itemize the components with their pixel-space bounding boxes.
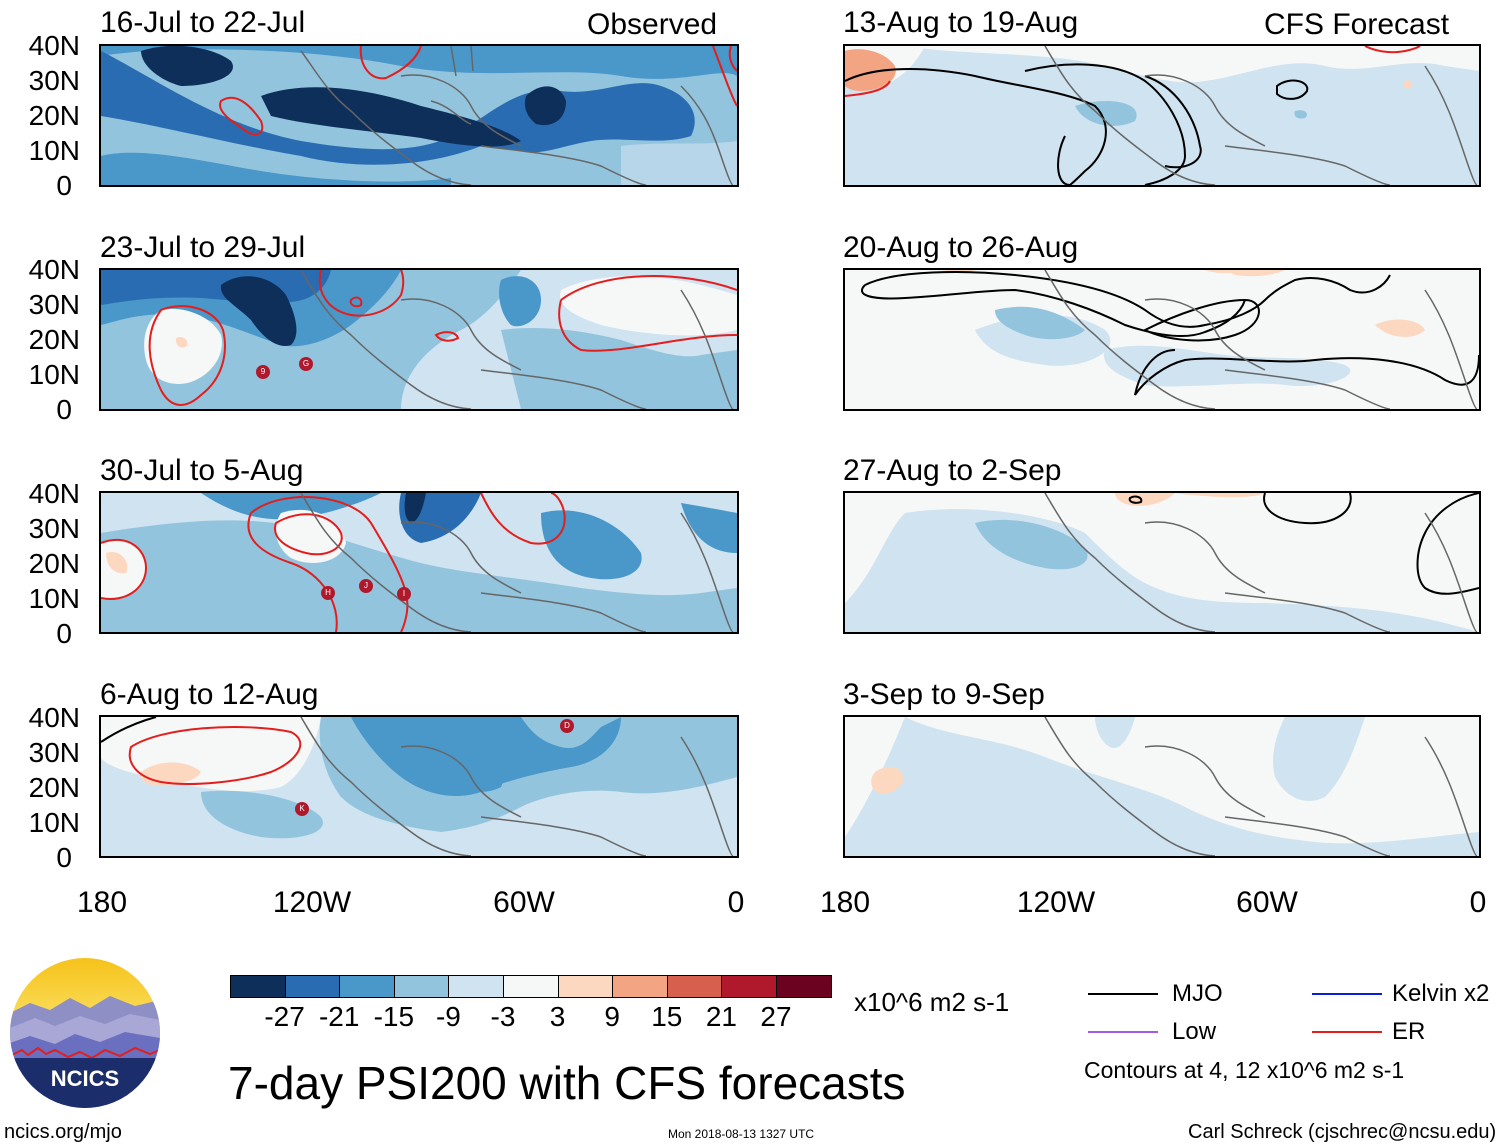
map-panel-obs-2: 9 G xyxy=(99,268,739,411)
forecast-header: CFS Forecast xyxy=(1264,8,1450,41)
map-fill xyxy=(101,270,737,409)
colorbar-label: -15 xyxy=(373,1001,415,1032)
lon-label: 0 xyxy=(727,886,745,919)
storm-marker: D xyxy=(560,719,574,733)
lon-label: 180 xyxy=(819,886,871,919)
storm-marker: I xyxy=(397,587,411,601)
legend-line-er xyxy=(1312,1031,1382,1033)
map-panel-obs-3: H J I xyxy=(99,491,739,634)
lat-label: 30N xyxy=(28,65,80,96)
lat-label: 0 xyxy=(56,394,72,425)
lat-label: 20N xyxy=(28,548,80,579)
lon-label: 120W xyxy=(1016,886,1096,919)
colorbar-label: 21 xyxy=(705,1001,737,1032)
colorbar-swatch xyxy=(612,975,668,998)
colorbar-label: 15 xyxy=(651,1001,683,1032)
panel-title-fc-1: 13-Aug to 19-Aug xyxy=(843,6,1079,39)
legend-label: Kelvin x2 xyxy=(1392,980,1490,1007)
lat-label: 20N xyxy=(28,324,80,355)
lon-label: 60W xyxy=(1236,886,1298,919)
colorbar-label: -3 xyxy=(490,1001,516,1032)
lat-label: 10N xyxy=(28,583,80,614)
colorbar-swatch xyxy=(393,975,450,998)
map-fill xyxy=(101,717,737,856)
colorbar-swatch xyxy=(557,975,614,998)
map-fill xyxy=(101,46,737,185)
legend-line-kelvin xyxy=(1312,993,1382,995)
lat-label: 40N xyxy=(28,478,80,509)
colorbar-swatch xyxy=(448,975,504,998)
legend-line-mjo xyxy=(1088,993,1158,995)
colorbar-label: 9 xyxy=(604,1001,620,1032)
map-fill xyxy=(845,493,1479,632)
map-panel-fc-4 xyxy=(843,715,1481,858)
colorbar-swatch xyxy=(721,975,777,998)
lat-label: 10N xyxy=(28,359,80,390)
map-panel-fc-1 xyxy=(843,44,1481,187)
panel-title-obs-2: 23-Jul to 29-Jul xyxy=(100,231,306,264)
map-panel-obs-1 xyxy=(99,44,739,187)
legend-label: ER xyxy=(1392,1018,1426,1045)
colorbar-swatch xyxy=(339,975,395,998)
lat-label: 40N xyxy=(28,702,80,733)
lat-label: 30N xyxy=(28,737,80,768)
map-fill xyxy=(845,270,1479,409)
footer-credit: Carl Schreck (cjschrec@ncsu.edu) xyxy=(1188,1121,1497,1143)
panel-title-obs-1: 16-Jul to 22-Jul xyxy=(100,6,306,39)
colorbar-units: x10^6 m2 s-1 xyxy=(854,987,1010,1017)
legend-label: Low xyxy=(1172,1018,1217,1045)
ncics-logo: NCICS xyxy=(10,958,160,1108)
lat-label: 40N xyxy=(28,254,80,285)
footer-url[interactable]: ncics.org/mjo xyxy=(4,1121,122,1143)
footer-timestamp: Mon 2018-08-13 1327 UTC xyxy=(668,1127,815,1141)
colorbar-swatch xyxy=(230,975,286,998)
lat-label: 0 xyxy=(56,842,72,873)
colorbar-label: -9 xyxy=(435,1001,461,1032)
contours-note: Contours at 4, 12 x10^6 m2 s-1 xyxy=(1084,1057,1405,1083)
panel-title-obs-3: 30-Jul to 5-Aug xyxy=(100,454,304,487)
colorbar-label: -27 xyxy=(264,1001,305,1032)
storm-marker: J xyxy=(359,579,373,593)
map-panel-fc-2 xyxy=(843,268,1481,411)
lon-label: 60W xyxy=(493,886,555,919)
map-fill xyxy=(101,493,737,632)
lon-label: 120W xyxy=(272,886,352,919)
lat-label: 20N xyxy=(28,772,80,803)
storm-marker: K xyxy=(295,802,309,816)
colorbar-swatch xyxy=(284,975,341,998)
panel-title-fc-2: 20-Aug to 26-Aug xyxy=(843,231,1079,264)
lat-label: 10N xyxy=(28,807,80,838)
colorbar-label: -21 xyxy=(318,1001,360,1032)
lat-label: 40N xyxy=(28,30,80,61)
colorbar-swatch xyxy=(666,975,723,998)
colorbar-swatch xyxy=(503,975,559,998)
lat-label: 30N xyxy=(28,513,80,544)
main-title: 7-day PSI200 with CFS forecasts xyxy=(228,1057,906,1109)
storm-marker: H xyxy=(321,586,335,600)
map-fill xyxy=(845,717,1479,856)
panel-title-fc-3: 27-Aug to 2-Sep xyxy=(843,454,1062,487)
lat-label: 0 xyxy=(56,618,72,649)
lon-label: 0 xyxy=(1469,886,1487,919)
panel-title-obs-4: 6-Aug to 12-Aug xyxy=(100,678,319,711)
colorbar-label: 27 xyxy=(760,1001,792,1032)
observed-header: Observed xyxy=(587,8,718,41)
colorbar-swatch xyxy=(776,975,832,998)
storm-marker: G xyxy=(299,357,313,371)
lat-label: 0 xyxy=(56,170,72,201)
storm-marker: 9 xyxy=(256,365,270,379)
legend-label: MJO xyxy=(1172,980,1223,1007)
lat-label: 30N xyxy=(28,289,80,320)
lon-label: 180 xyxy=(76,886,128,919)
map-panel-fc-3 xyxy=(843,491,1481,634)
legend-line-low xyxy=(1088,1031,1158,1033)
logo-text: NCICS xyxy=(51,1066,119,1091)
map-panel-obs-4: D K xyxy=(99,715,739,858)
panel-title-fc-4: 3-Sep to 9-Sep xyxy=(843,678,1045,711)
colorbar-label: 3 xyxy=(549,1001,566,1032)
lat-label: 10N xyxy=(28,135,80,166)
mountain-logo-icon: NCICS xyxy=(10,958,160,1108)
map-fill xyxy=(845,46,1479,185)
lat-label: 20N xyxy=(28,100,80,131)
